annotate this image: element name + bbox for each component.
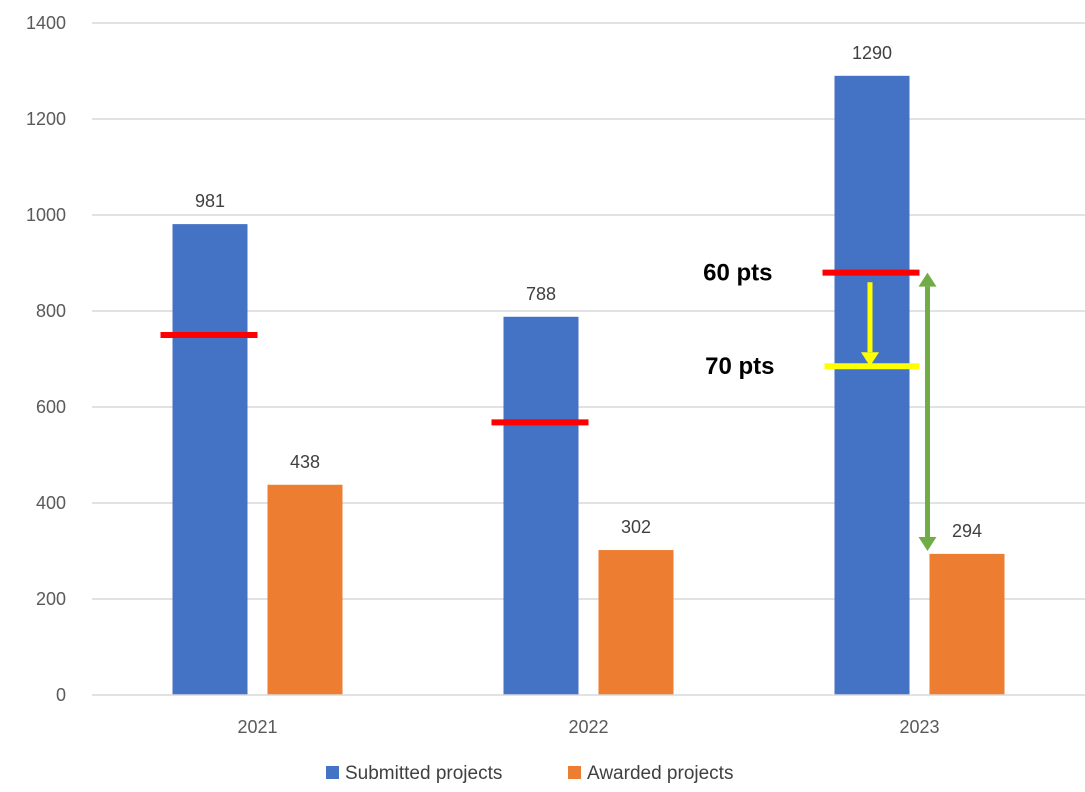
arrow-head [918,537,937,551]
y-axis-tick-labels: 0 200 400 600 800 1000 1200 1400 [26,13,66,705]
y-tick-label: 600 [36,397,66,417]
legend-label: Awarded projects [587,763,733,784]
legend-label: Submitted projects [345,763,502,784]
legend-swatch [568,766,581,779]
arrow-head [861,352,879,367]
y-tick-label: 1400 [26,13,66,33]
gridlines [92,22,1085,600]
threshold-label: 60 pts [703,260,772,287]
bar [598,550,674,695]
arrow-head [918,272,937,287]
data-label: 302 [621,517,651,537]
annotations: 60 pts 70 pts [160,260,937,551]
data-labels: 981 788 1290 438 302 294 [195,43,982,541]
y-tick-label: 200 [36,589,66,609]
data-label: 981 [195,191,225,211]
y-tick-label: 800 [36,301,66,321]
bar [929,553,1005,695]
bar [503,316,579,695]
bar [834,75,910,696]
bars [172,75,1005,696]
y-tick-label: 1000 [26,205,66,225]
x-axis-tick-labels: 2021 2022 2023 [237,717,939,737]
x-tick-label: 2021 [237,717,277,737]
data-label: 1290 [852,43,892,63]
data-label: 294 [952,521,982,541]
y-tick-label: 1200 [26,109,66,129]
legend-swatch [326,766,339,779]
x-tick-label: 2022 [568,717,608,737]
y-tick-label: 400 [36,493,66,513]
bar [172,224,248,695]
x-tick-label: 2023 [899,717,939,737]
data-label: 438 [290,452,320,472]
legend: Submitted projects Awarded projects [326,763,733,784]
y-tick-label: 0 [56,685,66,705]
data-label: 788 [526,284,556,304]
threshold-label: 70 pts [705,353,774,380]
bar [267,484,343,695]
